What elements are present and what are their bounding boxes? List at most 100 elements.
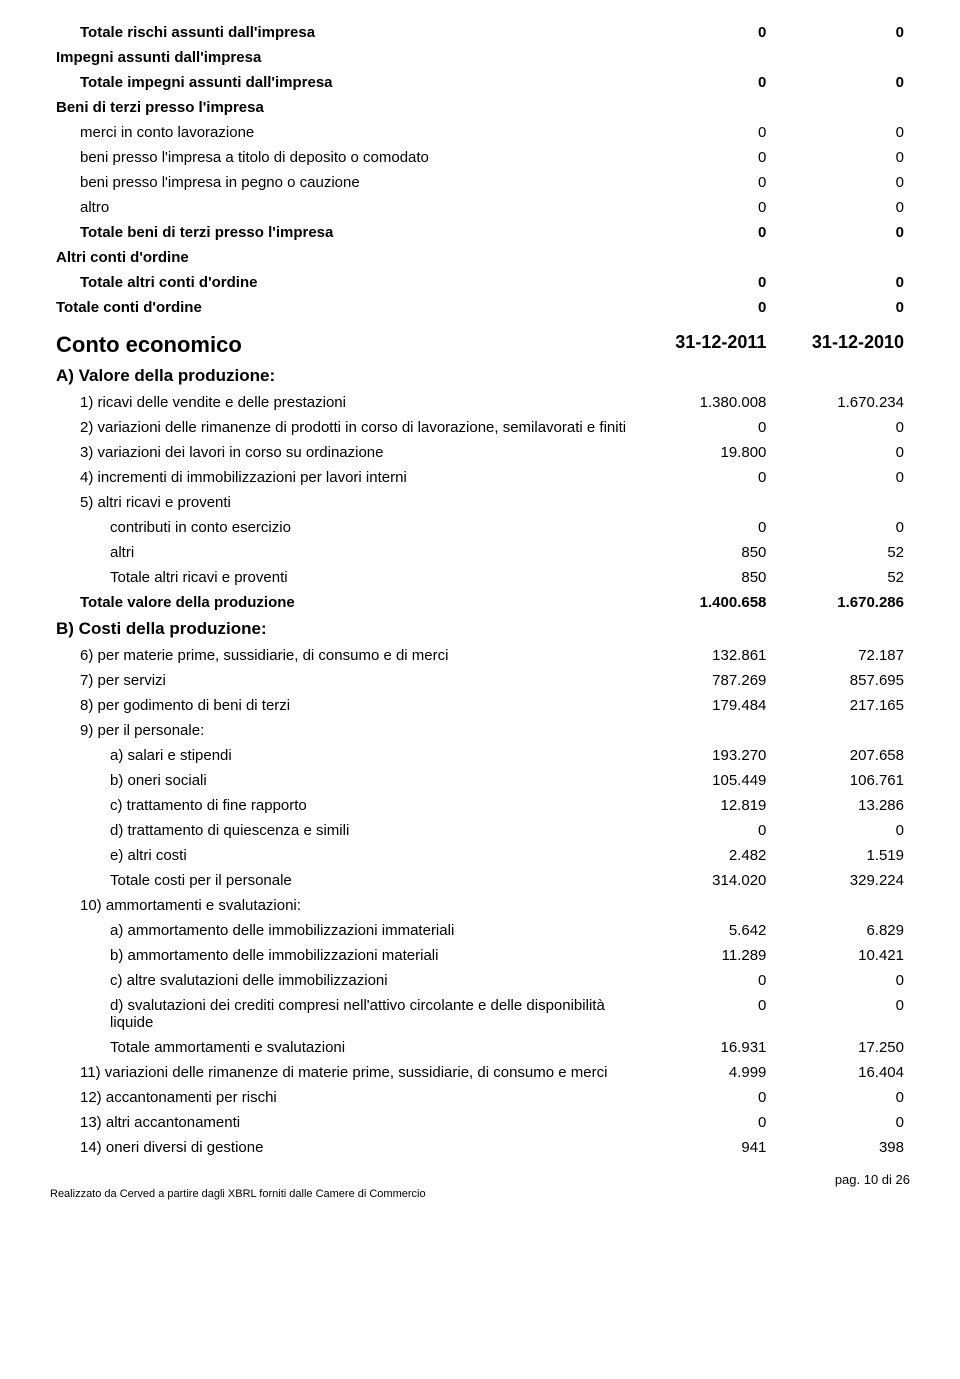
groupA-row: 5) altri ricavi e proventi (50, 490, 910, 515)
top-value-2: 0 (772, 170, 910, 195)
groupB-value-1: 314.020 (635, 868, 773, 893)
groupB-row: 13) altri accantonamenti00 (50, 1110, 910, 1135)
groupB-value-1: 16.931 (635, 1035, 773, 1060)
groupB-label: 13) altri accantonamenti (50, 1110, 635, 1135)
groupA-row: 2) variazioni delle rimanenze di prodott… (50, 415, 910, 440)
groupB-value-2: 217.165 (772, 693, 910, 718)
groupB-row: c) trattamento di fine rapporto12.81913.… (50, 793, 910, 818)
groupB-value-1 (635, 718, 773, 743)
groupB-label: 7) per servizi (50, 668, 635, 693)
groupB-value-1: 0 (635, 1085, 773, 1110)
groupB-label: a) salari e stipendi (50, 743, 635, 768)
groupB-value-2: 0 (772, 968, 910, 993)
groupB-value-2: 329.224 (772, 868, 910, 893)
top-value-1 (635, 45, 773, 70)
financial-table: Totale rischi assunti dall'impresa00Impe… (50, 20, 910, 1160)
top-value-2: 0 (772, 70, 910, 95)
groupB-row: d) trattamento di quiescenza e simili00 (50, 818, 910, 843)
groupB-value-2: 6.829 (772, 918, 910, 943)
groupB-value-1: 179.484 (635, 693, 773, 718)
groupB-value-1: 0 (635, 993, 773, 1035)
groupA-value-2 (772, 490, 910, 515)
top-value-2: 0 (772, 220, 910, 245)
top-label: Totale rischi assunti dall'impresa (50, 20, 635, 45)
top-label: Totale altri conti d'ordine (50, 270, 635, 295)
groupA-row: altri85052 (50, 540, 910, 565)
groupB-label: d) trattamento di quiescenza e simili (50, 818, 635, 843)
group-a-title: A) Valore della produzione: (50, 362, 635, 390)
top-value-2: 0 (772, 270, 910, 295)
groupB-value-1: 12.819 (635, 793, 773, 818)
groupB-row: a) salari e stipendi193.270207.658 (50, 743, 910, 768)
top-row: Beni di terzi presso l'impresa (50, 95, 910, 120)
groupB-row: 6) per materie prime, sussidiarie, di co… (50, 643, 910, 668)
groupA-value-1: 19.800 (635, 440, 773, 465)
groupA-label: 3) variazioni dei lavori in corso su ord… (50, 440, 635, 465)
section-date-2: 31-12-2010 (772, 328, 910, 362)
section-title: Conto economico (50, 328, 635, 362)
top-label: Altri conti d'ordine (50, 245, 635, 270)
groupA-value-2: 52 (772, 540, 910, 565)
groupB-label: 8) per godimento di beni di terzi (50, 693, 635, 718)
groupB-value-1: 2.482 (635, 843, 773, 868)
groupA-value-1: 850 (635, 540, 773, 565)
groupA-row: Totale valore della produzione1.400.6581… (50, 590, 910, 615)
section-header-row: Conto economico 31-12-2011 31-12-2010 (50, 328, 910, 362)
groupB-value-1: 0 (635, 818, 773, 843)
top-row: Totale impegni assunti dall'impresa00 (50, 70, 910, 95)
groupB-row: b) oneri sociali105.449106.761 (50, 768, 910, 793)
groupA-value-2: 1.670.234 (772, 390, 910, 415)
top-row: Totale conti d'ordine00 (50, 295, 910, 320)
top-label: beni presso l'impresa a titolo di deposi… (50, 145, 635, 170)
groupB-label: 9) per il personale: (50, 718, 635, 743)
top-value-1: 0 (635, 70, 773, 95)
groupB-row: d) svalutazioni dei crediti compresi nel… (50, 993, 910, 1035)
top-row: Totale rischi assunti dall'impresa00 (50, 20, 910, 45)
page-number: pag. 10 di 26 (50, 1172, 910, 1187)
groupA-value-2: 0 (772, 415, 910, 440)
groupB-label: b) oneri sociali (50, 768, 635, 793)
top-value-1: 0 (635, 170, 773, 195)
groupB-value-2: 857.695 (772, 668, 910, 693)
top-value-1 (635, 95, 773, 120)
top-row: beni presso l'impresa in pegno o cauzion… (50, 170, 910, 195)
top-row: merci in conto lavorazione00 (50, 120, 910, 145)
groupA-value-1: 850 (635, 565, 773, 590)
groupA-label: 1) ricavi delle vendite e delle prestazi… (50, 390, 635, 415)
top-label: Beni di terzi presso l'impresa (50, 95, 635, 120)
page-footer: Realizzato da Cerved a partire dagli XBR… (50, 1188, 910, 1200)
groupA-label: 4) incrementi di immobilizzazioni per la… (50, 465, 635, 490)
groupB-row: 14) oneri diversi di gestione941398 (50, 1135, 910, 1160)
top-value-2 (772, 45, 910, 70)
top-label: merci in conto lavorazione (50, 120, 635, 145)
top-value-2: 0 (772, 20, 910, 45)
groupB-value-1: 0 (635, 968, 773, 993)
top-label: altro (50, 195, 635, 220)
groupA-value-2: 1.670.286 (772, 590, 910, 615)
groupB-label: c) altre svalutazioni delle immobilizzaz… (50, 968, 635, 993)
top-value-2 (772, 95, 910, 120)
top-value-1: 0 (635, 195, 773, 220)
groupA-value-1: 0 (635, 515, 773, 540)
groupB-value-2: 106.761 (772, 768, 910, 793)
groupB-row: c) altre svalutazioni delle immobilizzaz… (50, 968, 910, 993)
groupA-row: 4) incrementi di immobilizzazioni per la… (50, 465, 910, 490)
groupB-label: a) ammortamento delle immobilizzazioni i… (50, 918, 635, 943)
groupB-label: 6) per materie prime, sussidiarie, di co… (50, 643, 635, 668)
groupB-label: 14) oneri diversi di gestione (50, 1135, 635, 1160)
groupB-value-1 (635, 893, 773, 918)
groupB-value-2: 17.250 (772, 1035, 910, 1060)
groupB-value-1: 5.642 (635, 918, 773, 943)
groupB-value-1: 105.449 (635, 768, 773, 793)
groupB-label: e) altri costi (50, 843, 635, 868)
groupB-row: e) altri costi2.4821.519 (50, 843, 910, 868)
top-value-2 (772, 245, 910, 270)
top-row: Altri conti d'ordine (50, 245, 910, 270)
groupA-row: 1) ricavi delle vendite e delle prestazi… (50, 390, 910, 415)
groupB-value-1: 11.289 (635, 943, 773, 968)
top-value-1 (635, 245, 773, 270)
groupB-value-2: 398 (772, 1135, 910, 1160)
section-date-1: 31-12-2011 (635, 328, 773, 362)
top-value-1: 0 (635, 295, 773, 320)
groupB-value-1: 941 (635, 1135, 773, 1160)
